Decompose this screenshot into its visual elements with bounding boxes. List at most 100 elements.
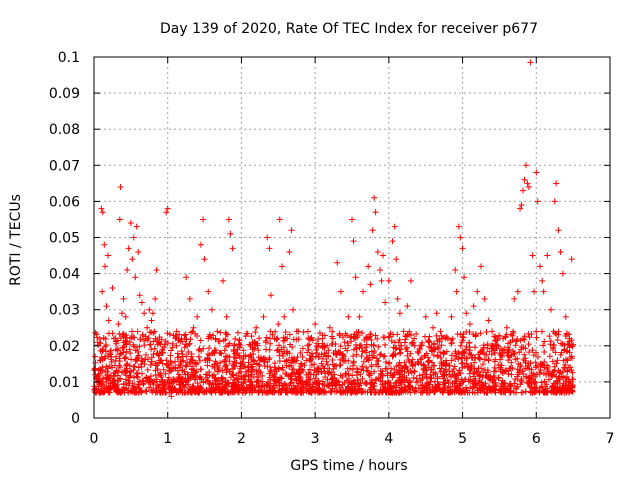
data-point xyxy=(224,366,231,373)
data-point xyxy=(457,331,464,338)
data-point xyxy=(466,329,473,336)
data-point xyxy=(144,324,151,331)
data-point xyxy=(98,381,105,388)
data-point xyxy=(451,383,458,390)
data-point xyxy=(173,388,180,395)
data-point xyxy=(382,299,389,306)
data-point xyxy=(286,350,293,357)
data-point xyxy=(188,373,195,380)
data-point xyxy=(500,385,507,392)
data-point xyxy=(568,256,575,263)
data-point xyxy=(132,389,139,396)
data-point xyxy=(406,379,413,386)
data-point xyxy=(248,389,255,396)
data-point xyxy=(182,331,189,338)
data-point xyxy=(134,328,141,335)
data-point xyxy=(202,371,209,378)
data-point xyxy=(126,346,133,353)
data-point xyxy=(307,352,314,359)
data-point xyxy=(217,329,224,336)
data-point xyxy=(563,356,570,363)
data-point xyxy=(532,388,539,395)
data-point xyxy=(278,263,285,270)
data-point xyxy=(176,386,183,393)
data-point xyxy=(436,365,443,372)
data-point xyxy=(471,359,478,366)
y-tick-label: 0.03 xyxy=(49,303,80,319)
data-point xyxy=(122,337,129,344)
data-point xyxy=(467,384,474,391)
data-point xyxy=(165,383,172,390)
data-point xyxy=(276,380,283,387)
data-point xyxy=(381,352,388,359)
data-point xyxy=(139,357,145,364)
data-point xyxy=(100,347,107,354)
data-point xyxy=(424,379,431,386)
data-point xyxy=(412,361,419,368)
data-point xyxy=(297,350,304,357)
data-point xyxy=(219,367,226,374)
data-point xyxy=(196,346,203,353)
data-point xyxy=(182,362,189,369)
data-point xyxy=(105,317,112,324)
data-point xyxy=(223,331,230,338)
data-point xyxy=(448,337,455,344)
data-point xyxy=(339,334,346,341)
data-point xyxy=(319,335,326,342)
data-point xyxy=(116,216,123,223)
data-point xyxy=(147,381,154,388)
data-point xyxy=(350,358,357,365)
data-point xyxy=(474,288,481,295)
data-point xyxy=(94,339,101,346)
data-point xyxy=(290,306,297,313)
data-point xyxy=(567,379,574,386)
data-point xyxy=(413,375,420,382)
data-point xyxy=(357,371,364,378)
data-point xyxy=(491,368,498,375)
data-point xyxy=(266,346,273,353)
data-point xyxy=(221,383,228,390)
data-point xyxy=(109,285,116,292)
data-point xyxy=(149,310,156,317)
data-point xyxy=(139,332,146,339)
data-point xyxy=(234,350,241,357)
data-point xyxy=(99,209,106,216)
data-point xyxy=(267,340,274,347)
data-point xyxy=(229,371,236,378)
data-point xyxy=(398,385,405,392)
data-point xyxy=(512,342,519,349)
data-point xyxy=(356,344,363,351)
data-point xyxy=(141,310,148,317)
data-point xyxy=(391,366,398,373)
data-point xyxy=(230,384,237,391)
data-point xyxy=(138,363,145,370)
data-point xyxy=(164,330,171,337)
data-point xyxy=(311,361,318,368)
data-point xyxy=(180,357,187,364)
data-point xyxy=(187,336,194,343)
data-point xyxy=(537,367,544,374)
data-point xyxy=(514,355,521,362)
y-tick-label: 0.09 xyxy=(49,86,80,102)
data-point xyxy=(441,384,448,391)
data-point xyxy=(541,378,548,385)
x-tick-label: 4 xyxy=(384,431,393,447)
data-point xyxy=(413,387,420,394)
data-point xyxy=(313,346,320,353)
data-point xyxy=(441,350,448,357)
data-point xyxy=(522,162,529,169)
data-point xyxy=(428,347,435,354)
data-point xyxy=(252,329,259,336)
data-point xyxy=(95,372,102,379)
data-point xyxy=(459,388,466,395)
data-point xyxy=(139,377,146,384)
data-point xyxy=(231,389,238,396)
data-point xyxy=(253,340,260,347)
data-point xyxy=(189,363,196,370)
data-point xyxy=(435,345,442,352)
data-point xyxy=(337,288,344,295)
data-point xyxy=(404,352,411,359)
data-point xyxy=(307,335,314,342)
data-point xyxy=(132,274,139,281)
data-point xyxy=(134,348,141,355)
